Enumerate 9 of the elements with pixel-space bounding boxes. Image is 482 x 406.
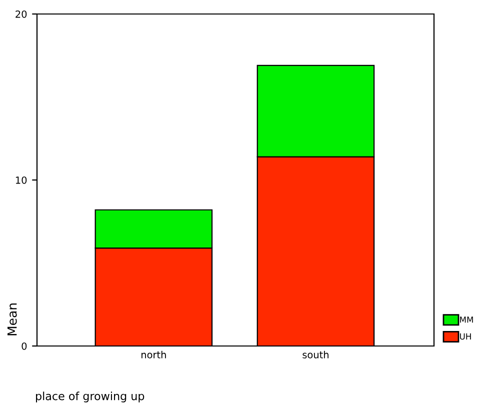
y-tick-label: 0	[22, 342, 27, 350]
x-tick-label: south	[302, 350, 328, 358]
y-axis-title: Mean	[8, 303, 17, 336]
legend-label: MM	[460, 316, 473, 323]
x-axis-title: place of growing up	[36, 392, 144, 402]
legend-label: UH	[460, 333, 471, 340]
y-tick-label: 10	[16, 176, 27, 184]
y-tick-label: 20	[16, 10, 27, 18]
x-tick-label: north	[142, 350, 166, 358]
